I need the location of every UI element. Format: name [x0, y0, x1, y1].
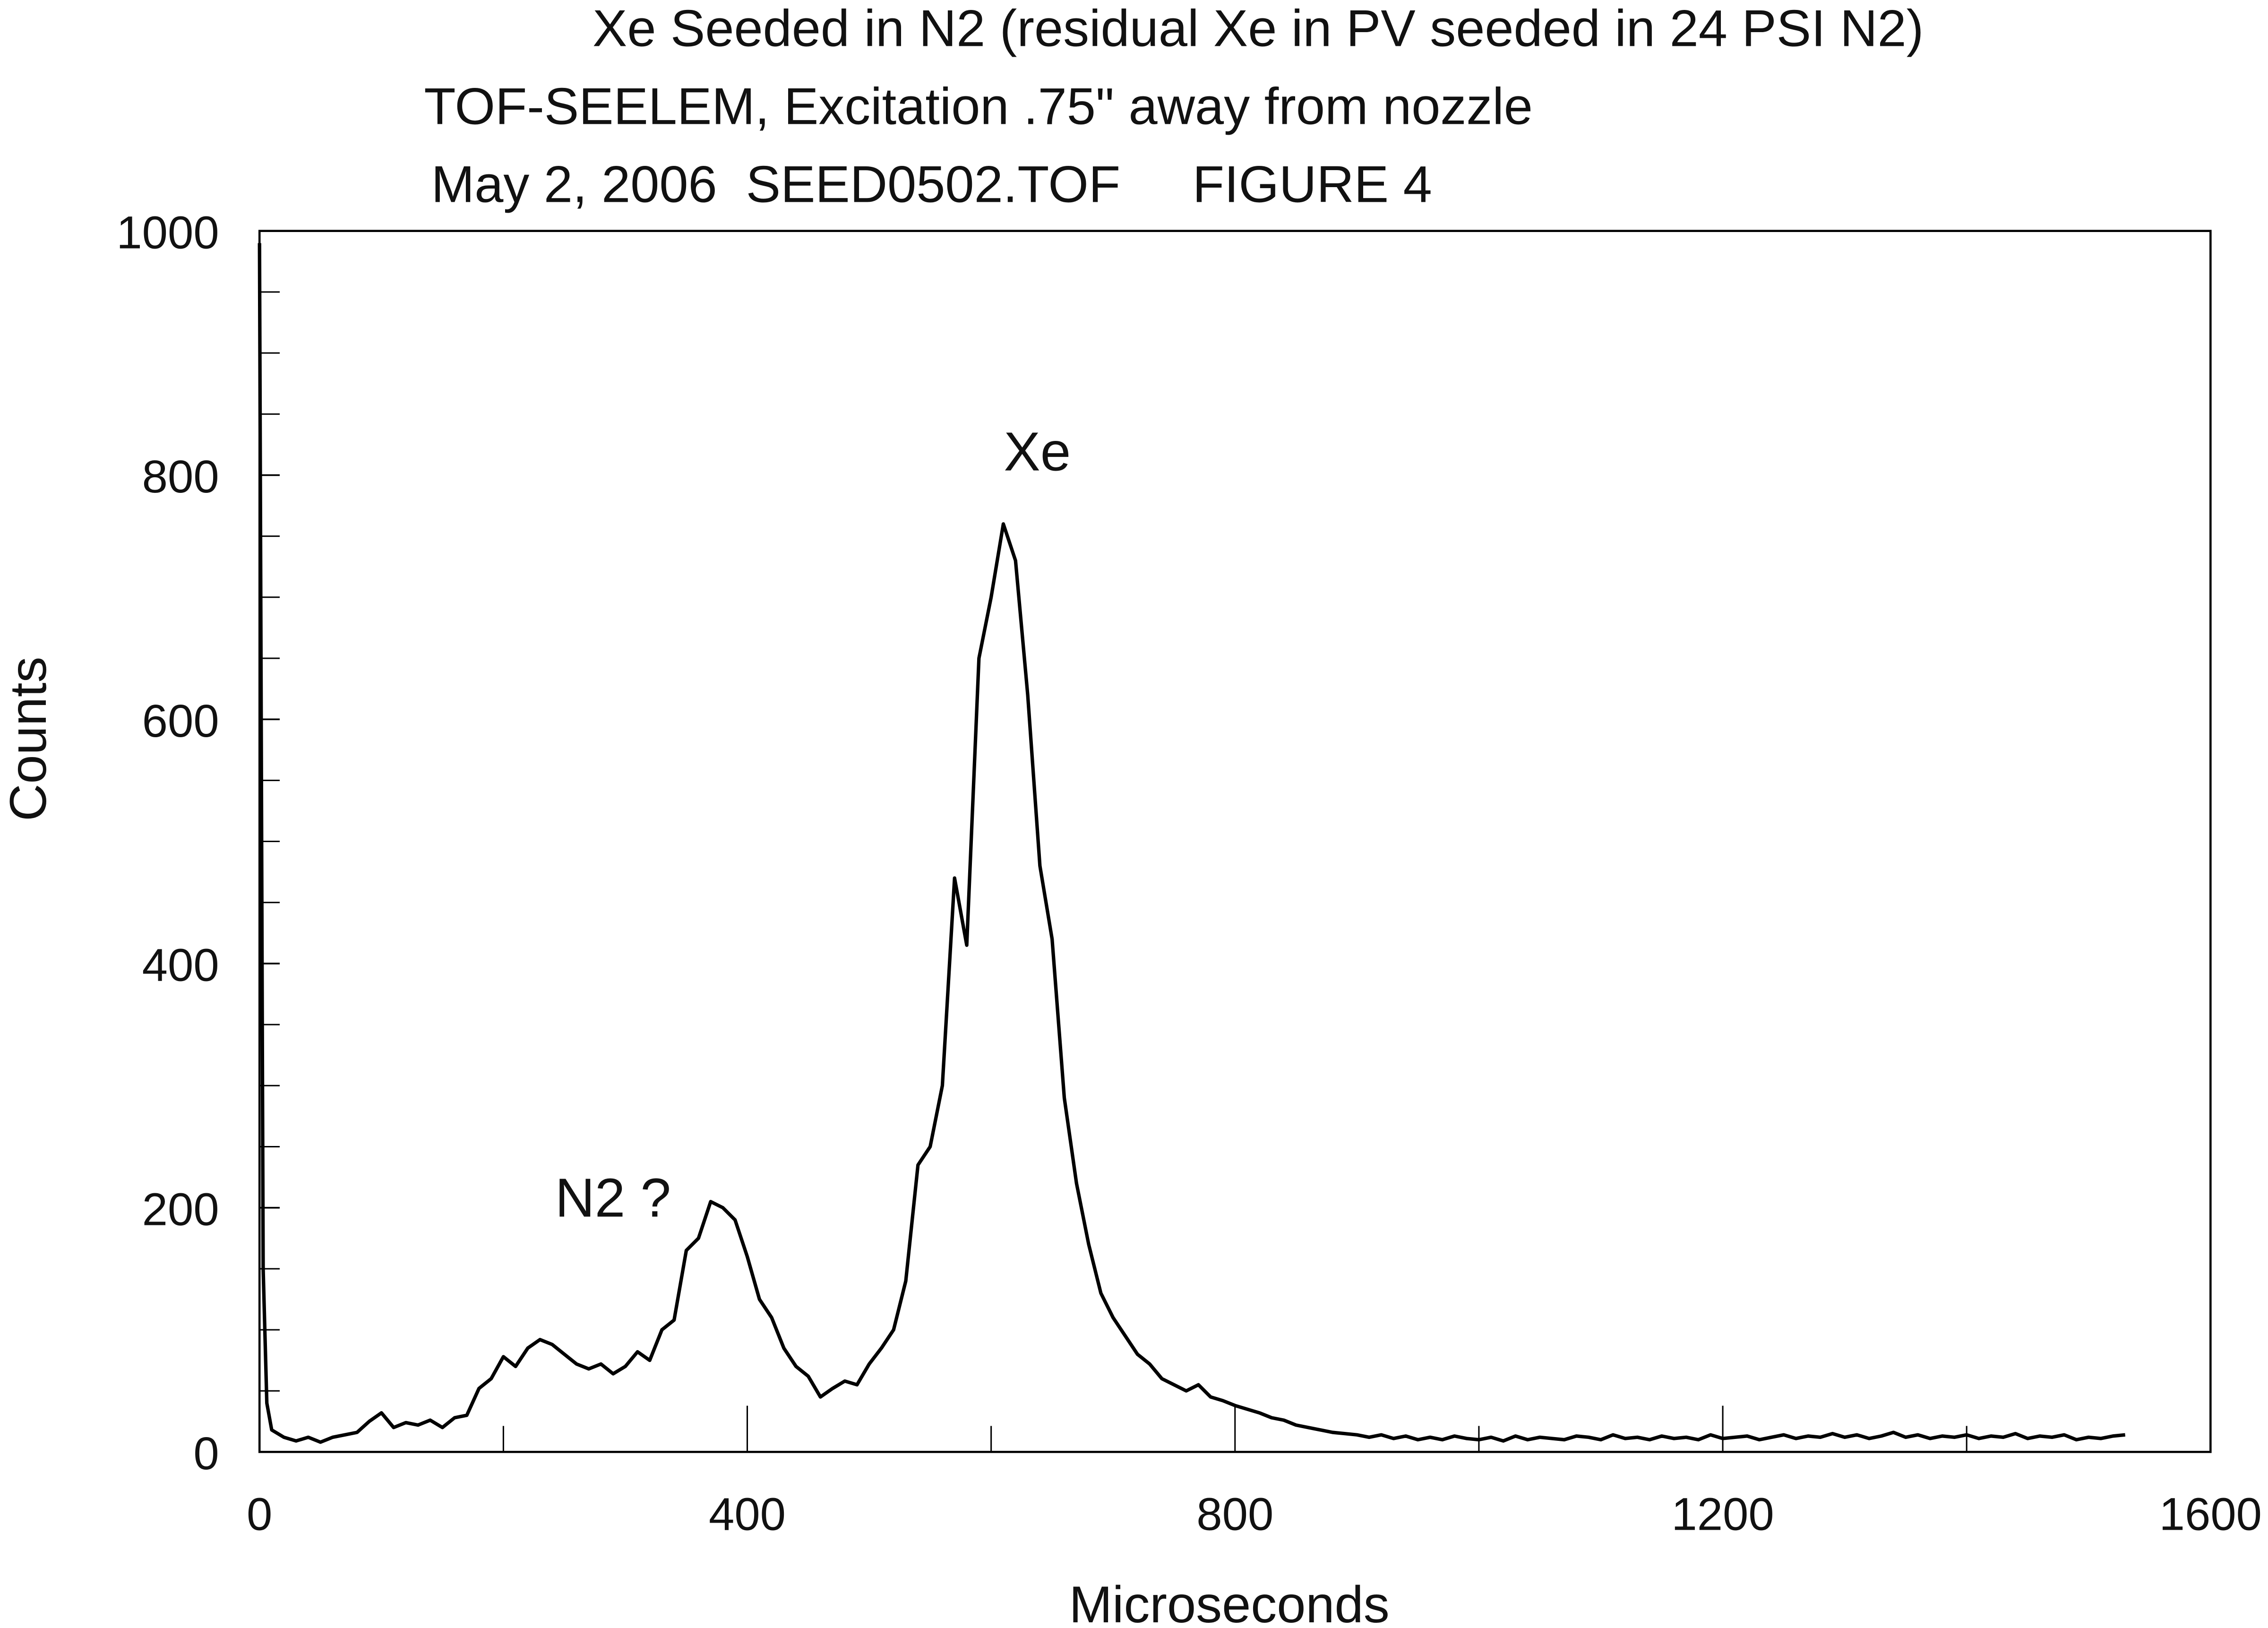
x-tick-label: 0: [247, 1488, 272, 1540]
y-tick-label: 1000: [116, 207, 219, 258]
chart-title: Xe Seeded in N2 (residual Xe in PV seede…: [593, 0, 1924, 58]
y-tick-label: 0: [193, 1428, 219, 1479]
annotation: Xe: [1004, 421, 1071, 482]
x-axis-label: Microseconds: [1069, 1576, 1389, 1628]
x-tick-label: 1200: [1671, 1488, 1774, 1540]
y-axis-label: Counts: [0, 657, 57, 821]
x-tick-label: 800: [1196, 1488, 1273, 1540]
annotation: N2 ?: [555, 1167, 671, 1229]
y-tick-label: 600: [142, 695, 219, 747]
plot-frame: [258, 230, 2212, 1453]
y-tick-label: 400: [142, 939, 219, 991]
data-line: [258, 243, 2126, 1444]
x-tick-label: 400: [709, 1488, 786, 1540]
chart-subtitle: TOF-SEELEM, Excitation .75" away from no…: [424, 78, 1533, 136]
x-tick-label: 1600: [2159, 1488, 2262, 1540]
y-tick-label: 200: [142, 1183, 219, 1235]
y-tick-label: 800: [142, 451, 219, 502]
chart-subtitle: May 2, 2006 SEED0502.TOF FIGURE 4: [431, 155, 1432, 214]
